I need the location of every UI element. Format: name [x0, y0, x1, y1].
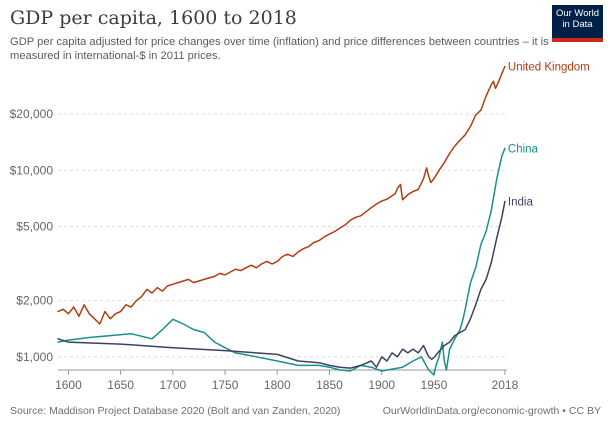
- owid-logo-text: Our World in Data: [555, 8, 600, 30]
- x-tick-label: 1850: [316, 378, 343, 392]
- axis-layer: $1,000 $2,000 $5,000 $10,000 $20,000 1600 1650…: [10, 107, 519, 392]
- x-tick-label: 1900: [368, 378, 395, 392]
- owid-link[interactable]: OurWorldInData.org/economic-growth • CC …: [382, 405, 601, 417]
- y-tick-label: $10,000: [10, 163, 54, 177]
- x-tick-label: 1600: [55, 378, 82, 392]
- y-tick-label: $20,000: [10, 107, 54, 121]
- series-label-china: China: [508, 143, 539, 155]
- x-tick-label: 1950: [421, 378, 448, 392]
- x-tick-label: 1750: [212, 378, 239, 392]
- series-layer: [57, 65, 506, 376]
- x-tick-label: 1650: [107, 378, 134, 392]
- grid-layer: [58, 113, 507, 358]
- series-label-united-kingdom: United Kingdom: [508, 62, 590, 74]
- source-note: Source: Maddison Project Database 2020 (…: [10, 405, 341, 417]
- series-line-india[interactable]: [57, 200, 506, 369]
- x-tick-label: 1800: [264, 378, 291, 392]
- series-label-layer: United Kingdom China India: [508, 62, 590, 209]
- y-tick-label: $1,000: [16, 350, 53, 364]
- x-tick-label: 1700: [160, 378, 187, 392]
- y-tick-label: $5,000: [16, 219, 53, 233]
- chart-subtitle: GDP per capita adjusted for price change…: [10, 36, 549, 62]
- x-tick-label: 2018: [492, 378, 519, 392]
- y-tick-label: $2,000: [16, 294, 53, 308]
- chart-title: GDP per capita, 1600 to 2018: [10, 7, 297, 29]
- series-label-india: India: [508, 197, 534, 209]
- series-line-china[interactable]: [57, 147, 506, 376]
- owid-logo-accent: [552, 38, 603, 42]
- owid-logo[interactable]: Our World in Data: [552, 5, 603, 42]
- series-line-united-kingdom[interactable]: [57, 65, 506, 325]
